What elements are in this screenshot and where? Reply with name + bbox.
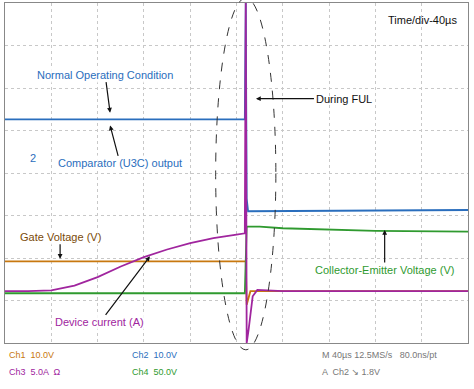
svg-text:Gate Voltage (V): Gate Voltage (V)	[20, 231, 101, 243]
svg-text:Comparator (U3C) output: Comparator (U3C) output	[58, 157, 182, 169]
svg-text:Ch3 5.0A Ω: Ch3 5.0A Ω	[9, 367, 61, 377]
svg-text:During FUL: During FUL	[316, 93, 372, 105]
svg-text:Ch2 10.0V: Ch2 10.0V	[132, 350, 177, 360]
svg-text:M 40µs 12.5MS/s 80.0ns/pt: M 40µs 12.5MS/s 80.0ns/pt	[322, 350, 437, 360]
svg-text:Time/div-40µs: Time/div-40µs	[388, 14, 457, 26]
svg-text:Device current (A): Device current (A)	[55, 316, 144, 328]
svg-text:2: 2	[30, 152, 36, 164]
svg-text:Normal Operating Condition: Normal Operating Condition	[37, 69, 173, 81]
svg-text:A Ch2 ↘ 1.8V: A Ch2 ↘ 1.8V	[322, 367, 380, 377]
svg-text:Collector-Emitter Voltage (V): Collector-Emitter Voltage (V)	[315, 264, 454, 276]
svg-text:Ch1 10.0V: Ch1 10.0V	[9, 350, 54, 360]
svg-text:Ch4 50.0V: Ch4 50.0V	[132, 367, 177, 377]
